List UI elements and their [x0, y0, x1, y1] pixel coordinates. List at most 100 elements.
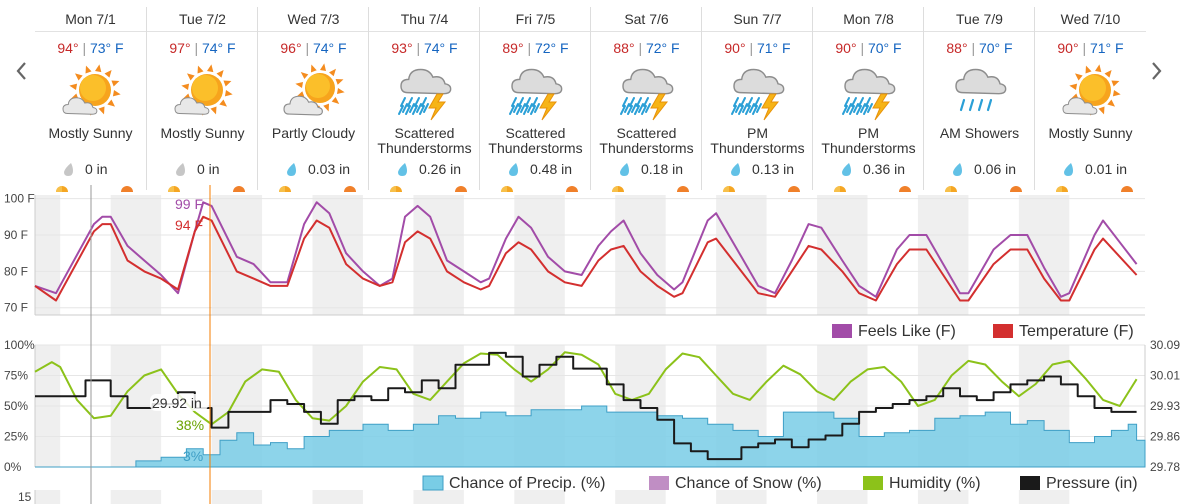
- hover-feels-like: 99 F: [175, 196, 203, 212]
- next-days-button[interactable]: [1144, 56, 1170, 86]
- legend-feels-like: Feels Like (F): [858, 323, 956, 340]
- temp-separator: |: [527, 40, 532, 56]
- high-temp: 97°: [169, 40, 191, 56]
- legend-precip-swatch: [422, 475, 444, 491]
- day-date: Wed 7/10: [1060, 11, 1121, 27]
- y-tick-label-left: 75%: [4, 369, 28, 383]
- condition-line: AM Showers: [939, 125, 1020, 141]
- temp-separator: |: [749, 40, 754, 56]
- night-band: [312, 490, 363, 504]
- day-card[interactable]: Mon 7/8 90° | 70° F PM Thunderstorms 0.36…: [812, 7, 924, 192]
- y-tick-label-right: 30.09: [1150, 338, 1180, 352]
- day-header: [147, 7, 258, 32]
- precip-amount: 0.03 in: [308, 161, 351, 177]
- night-band: [514, 490, 565, 504]
- day-date: Fri 7/5: [515, 11, 556, 27]
- temp-separator: |: [82, 40, 87, 56]
- low-temp: 74° F: [312, 40, 347, 56]
- high-temp: 88°: [946, 40, 968, 56]
- night-band: [615, 195, 666, 315]
- night-band: [514, 195, 565, 315]
- sunrise-sunset-icons: [702, 179, 813, 192]
- precip-amount: 0 in: [85, 161, 108, 177]
- pressure-line: [35, 351, 1137, 461]
- day-card[interactable]: Tue 7/9 88° | 70° F AM Showers 0.06 in: [923, 7, 1035, 192]
- condition-line: Mostly Sunny: [160, 125, 245, 141]
- legend-snow-swatch: [649, 476, 669, 490]
- day-header: [480, 7, 591, 32]
- day-temperatures: 96° | 74° F: [258, 40, 369, 56]
- legend-pressure: Pressure (in): [1046, 475, 1138, 492]
- temp-separator: |: [860, 40, 865, 56]
- day-condition: Scattered Thunderstorms: [480, 126, 591, 156]
- chevron-left-icon: [16, 62, 26, 80]
- y-tick-label-right: 29.78: [1150, 460, 1180, 474]
- sunrise-sunset-icons: [1035, 179, 1146, 192]
- y-tick-label-left: 25%: [4, 430, 28, 444]
- high-temp: 94°: [57, 40, 79, 56]
- day-temperatures: 90° | 71° F: [1035, 40, 1146, 56]
- day-header: [35, 7, 146, 32]
- high-temp: 96°: [280, 40, 302, 56]
- hover-precip: 3%: [183, 448, 203, 464]
- precip-amount: 0.01 in: [1085, 161, 1128, 177]
- legend-pressure-swatch: [1020, 476, 1040, 490]
- hover-pressure-bg: [150, 394, 208, 411]
- day-card[interactable]: Mon 7/1 94° | 73° F Mostly Sunny 0 in: [35, 7, 146, 192]
- day-condition: Scattered Thunderstorms: [369, 126, 480, 156]
- condition-line: Mostly Sunny: [1048, 125, 1133, 141]
- raindrop-icon: [396, 162, 409, 177]
- hourly-chart[interactable]: 100 F 90 F 80 F 70 F Feels Like (F) Temperatu…: [0, 185, 1182, 504]
- condition-line: Thunderstorms: [710, 140, 805, 156]
- condition-line: PM: [858, 125, 879, 141]
- day-temperatures: 94° | 73° F: [35, 40, 146, 56]
- low-temp: 74° F: [201, 40, 236, 56]
- showers-icon: [948, 62, 1012, 124]
- day-card[interactable]: Thu 7/4 93° | 74° F Scattered Thunderstor…: [368, 7, 480, 192]
- day-card[interactable]: Sun 7/7 90° | 71° F PM Thunderstorms 0.13…: [701, 7, 813, 192]
- day-date: Mon 7/8: [843, 11, 894, 27]
- legend-swatch-temperature: [993, 324, 1013, 338]
- high-temp: 89°: [502, 40, 524, 56]
- low-temp: 71° F: [1089, 40, 1124, 56]
- precip-amount: 0.18 in: [641, 161, 684, 177]
- partly-cloudy-icon: [282, 62, 346, 124]
- hover-temperature: 94 F: [175, 217, 203, 233]
- sunrise-sunset-icons: [258, 179, 369, 192]
- y-tick-label-left: 0%: [4, 460, 22, 474]
- night-band: [716, 490, 767, 504]
- day-condition: Mostly Sunny: [147, 126, 258, 141]
- legend-swatch-feels-like: [832, 324, 852, 338]
- night-band: [817, 490, 868, 504]
- condition-line: Thunderstorms: [599, 140, 694, 156]
- y-tick-label: 70 F: [4, 301, 28, 315]
- temp-separator: |: [971, 40, 976, 56]
- day-card[interactable]: Tue 7/2 97° | 74° F Mostly Sunny 0 in: [146, 7, 258, 192]
- sunrise-sunset-icons: [813, 179, 924, 192]
- condition-line: Partly Cloudy: [271, 125, 356, 141]
- day-header: [813, 7, 924, 32]
- high-temp: 90°: [724, 40, 746, 56]
- day-card[interactable]: Wed 7/3 96° | 74° F Partly Cloudy 0.03 i…: [257, 7, 369, 192]
- sunrise-sunset-icons: [35, 179, 146, 192]
- raindrop-icon: [618, 162, 631, 177]
- condition-line: PM: [747, 125, 768, 141]
- day-condition: PM Thunderstorms: [813, 126, 924, 156]
- day-card[interactable]: Fri 7/5 89° | 72° F Scattered Thunderstor…: [479, 7, 591, 192]
- day-condition: Scattered Thunderstorms: [591, 126, 702, 156]
- day-card[interactable]: Sat 7/6 88° | 72° F Scattered Thunderstor…: [590, 7, 702, 192]
- temp-separator: |: [638, 40, 643, 56]
- low-temp: 72° F: [534, 40, 569, 56]
- previous-days-button[interactable]: [8, 56, 34, 86]
- day-condition: Partly Cloudy: [258, 126, 369, 141]
- day-card[interactable]: Wed 7/10 90° | 71° F Mostly Sunny 0.01 i…: [1034, 7, 1146, 192]
- high-temp: 90°: [835, 40, 857, 56]
- day-temperatures: 90° | 70° F: [813, 40, 924, 56]
- high-temp: 90°: [1057, 40, 1079, 56]
- day-date: Tue 7/2: [179, 11, 226, 27]
- sunrise-sunset-icons: [147, 179, 258, 192]
- y-tick-label: 80 F: [4, 264, 28, 278]
- low-temp: 73° F: [89, 40, 124, 56]
- day-header: [924, 7, 1035, 32]
- raindrop-icon: [1062, 162, 1075, 177]
